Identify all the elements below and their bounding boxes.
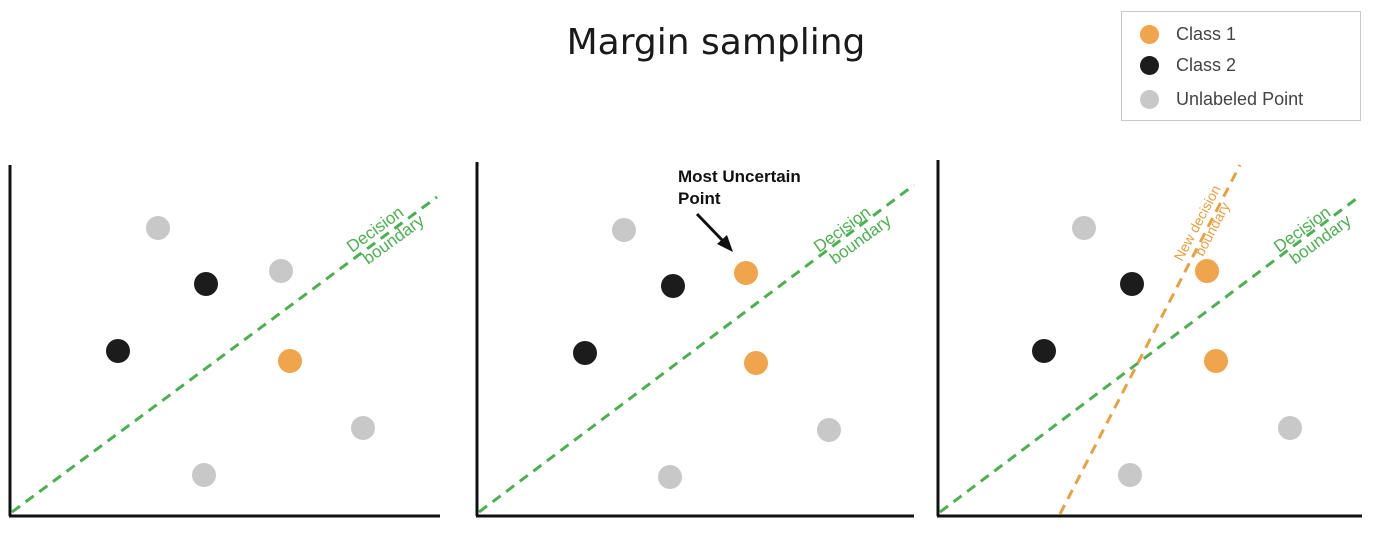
new-decision-boundary <box>1058 164 1242 515</box>
class-1-point <box>734 261 758 285</box>
panel-2: Decision boundary Most Uncertain Point <box>475 162 915 518</box>
unlabeled-point <box>612 218 636 242</box>
class-2-point <box>661 274 685 298</box>
legend-item-class-2: Class 2 <box>1140 55 1236 76</box>
unlabeled-point <box>192 463 216 487</box>
class-2-swatch <box>1140 56 1159 75</box>
unlabeled-point <box>146 216 170 240</box>
unlabeled-point <box>269 259 293 283</box>
arrowhead-icon <box>717 235 733 252</box>
unlabeled-point <box>1118 463 1142 487</box>
legend-label: Class 1 <box>1176 24 1237 44</box>
unlabeled-swatch <box>1140 90 1159 109</box>
class-1-point <box>278 349 302 373</box>
class-2-point <box>106 339 130 363</box>
page-title: Margin sampling <box>566 22 866 63</box>
legend-label: Unlabeled Point <box>1176 89 1304 109</box>
new-decision-boundary-label: New decision boundary <box>1171 179 1240 271</box>
most-uncertain-label: Most Uncertain Point <box>678 167 806 208</box>
decision-boundary-label: Decision boundary <box>810 195 895 271</box>
class-2-point <box>573 341 597 365</box>
unlabeled-point <box>1072 216 1096 240</box>
decision-boundary-label: Decision boundary <box>343 195 428 271</box>
panel-3: Decision boundary New decision boundary <box>936 160 1362 518</box>
legend-item-unlabeled: Unlabeled Point <box>1140 89 1303 110</box>
unlabeled-point <box>351 416 375 440</box>
panel-1: Decision boundary <box>8 165 440 518</box>
unlabeled-point <box>817 418 841 442</box>
class-1-point <box>744 351 768 375</box>
decision-boundary-label: Decision boundary <box>1270 195 1355 271</box>
legend-item-class-1: Class 1 <box>1140 24 1236 45</box>
decision-boundary <box>478 183 915 514</box>
unlabeled-point <box>658 465 682 489</box>
class-2-point <box>1120 272 1144 296</box>
class-2-point <box>194 272 218 296</box>
class-1-swatch <box>1140 25 1159 44</box>
annotation-arrow <box>695 212 726 244</box>
class-2-point <box>1032 339 1056 363</box>
class-1-point <box>1204 349 1228 373</box>
class-1-point <box>1195 259 1219 283</box>
legend-label: Class 2 <box>1176 55 1237 75</box>
legend: Class 1 Class 2 Unlabeled Point <box>1121 11 1361 121</box>
decision-boundary <box>939 194 1361 514</box>
unlabeled-point <box>1278 416 1302 440</box>
decision-boundary <box>11 195 438 514</box>
